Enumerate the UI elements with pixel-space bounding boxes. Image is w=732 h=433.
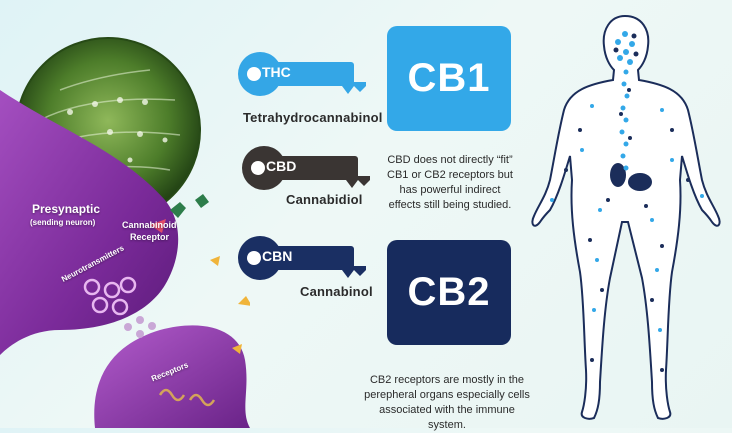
- cb2-receptor-box: CB2: [387, 240, 511, 345]
- cannabinoid-receptor-label-line1: Cannabinoid: [122, 220, 177, 230]
- thc-key: [238, 52, 366, 96]
- neuron-illustration: [0, 37, 250, 428]
- cbd-key: [242, 146, 370, 190]
- thc-key-label: THC: [262, 64, 291, 80]
- cb2-label: CB2: [407, 270, 491, 314]
- body-outline: [531, 14, 721, 420]
- human-body-illustration: [531, 14, 721, 420]
- cb2-note: CB2 receptors are mostly in the perepher…: [364, 374, 530, 431]
- cbd-key-label: CBD: [266, 158, 297, 174]
- thc-name: Tetrahydrocannabinol: [243, 110, 383, 125]
- cbd-name: Cannabidiol: [286, 192, 363, 207]
- cbn-key-label: CBN: [262, 248, 293, 264]
- cannabinoid-receptor-label-line2: Receptor: [130, 232, 170, 242]
- cbn-name: Cannabinol: [300, 284, 373, 299]
- sending-neuron-label: (sending neuron): [30, 218, 96, 227]
- cb1-label: CB1: [407, 56, 491, 100]
- cbn-key: [238, 236, 366, 280]
- postsynaptic-neuron: [94, 325, 250, 428]
- presynaptic-label: Presynaptic: [32, 202, 101, 216]
- receptor-dots-cb2: [564, 33, 690, 372]
- receptor-dots-cb1: [550, 31, 704, 332]
- cb1-receptor-box: CB1: [387, 26, 511, 131]
- cbd-note: CBD does not directly “fit” CB1 or CB2 r…: [387, 154, 513, 211]
- molecule-green: [170, 194, 209, 218]
